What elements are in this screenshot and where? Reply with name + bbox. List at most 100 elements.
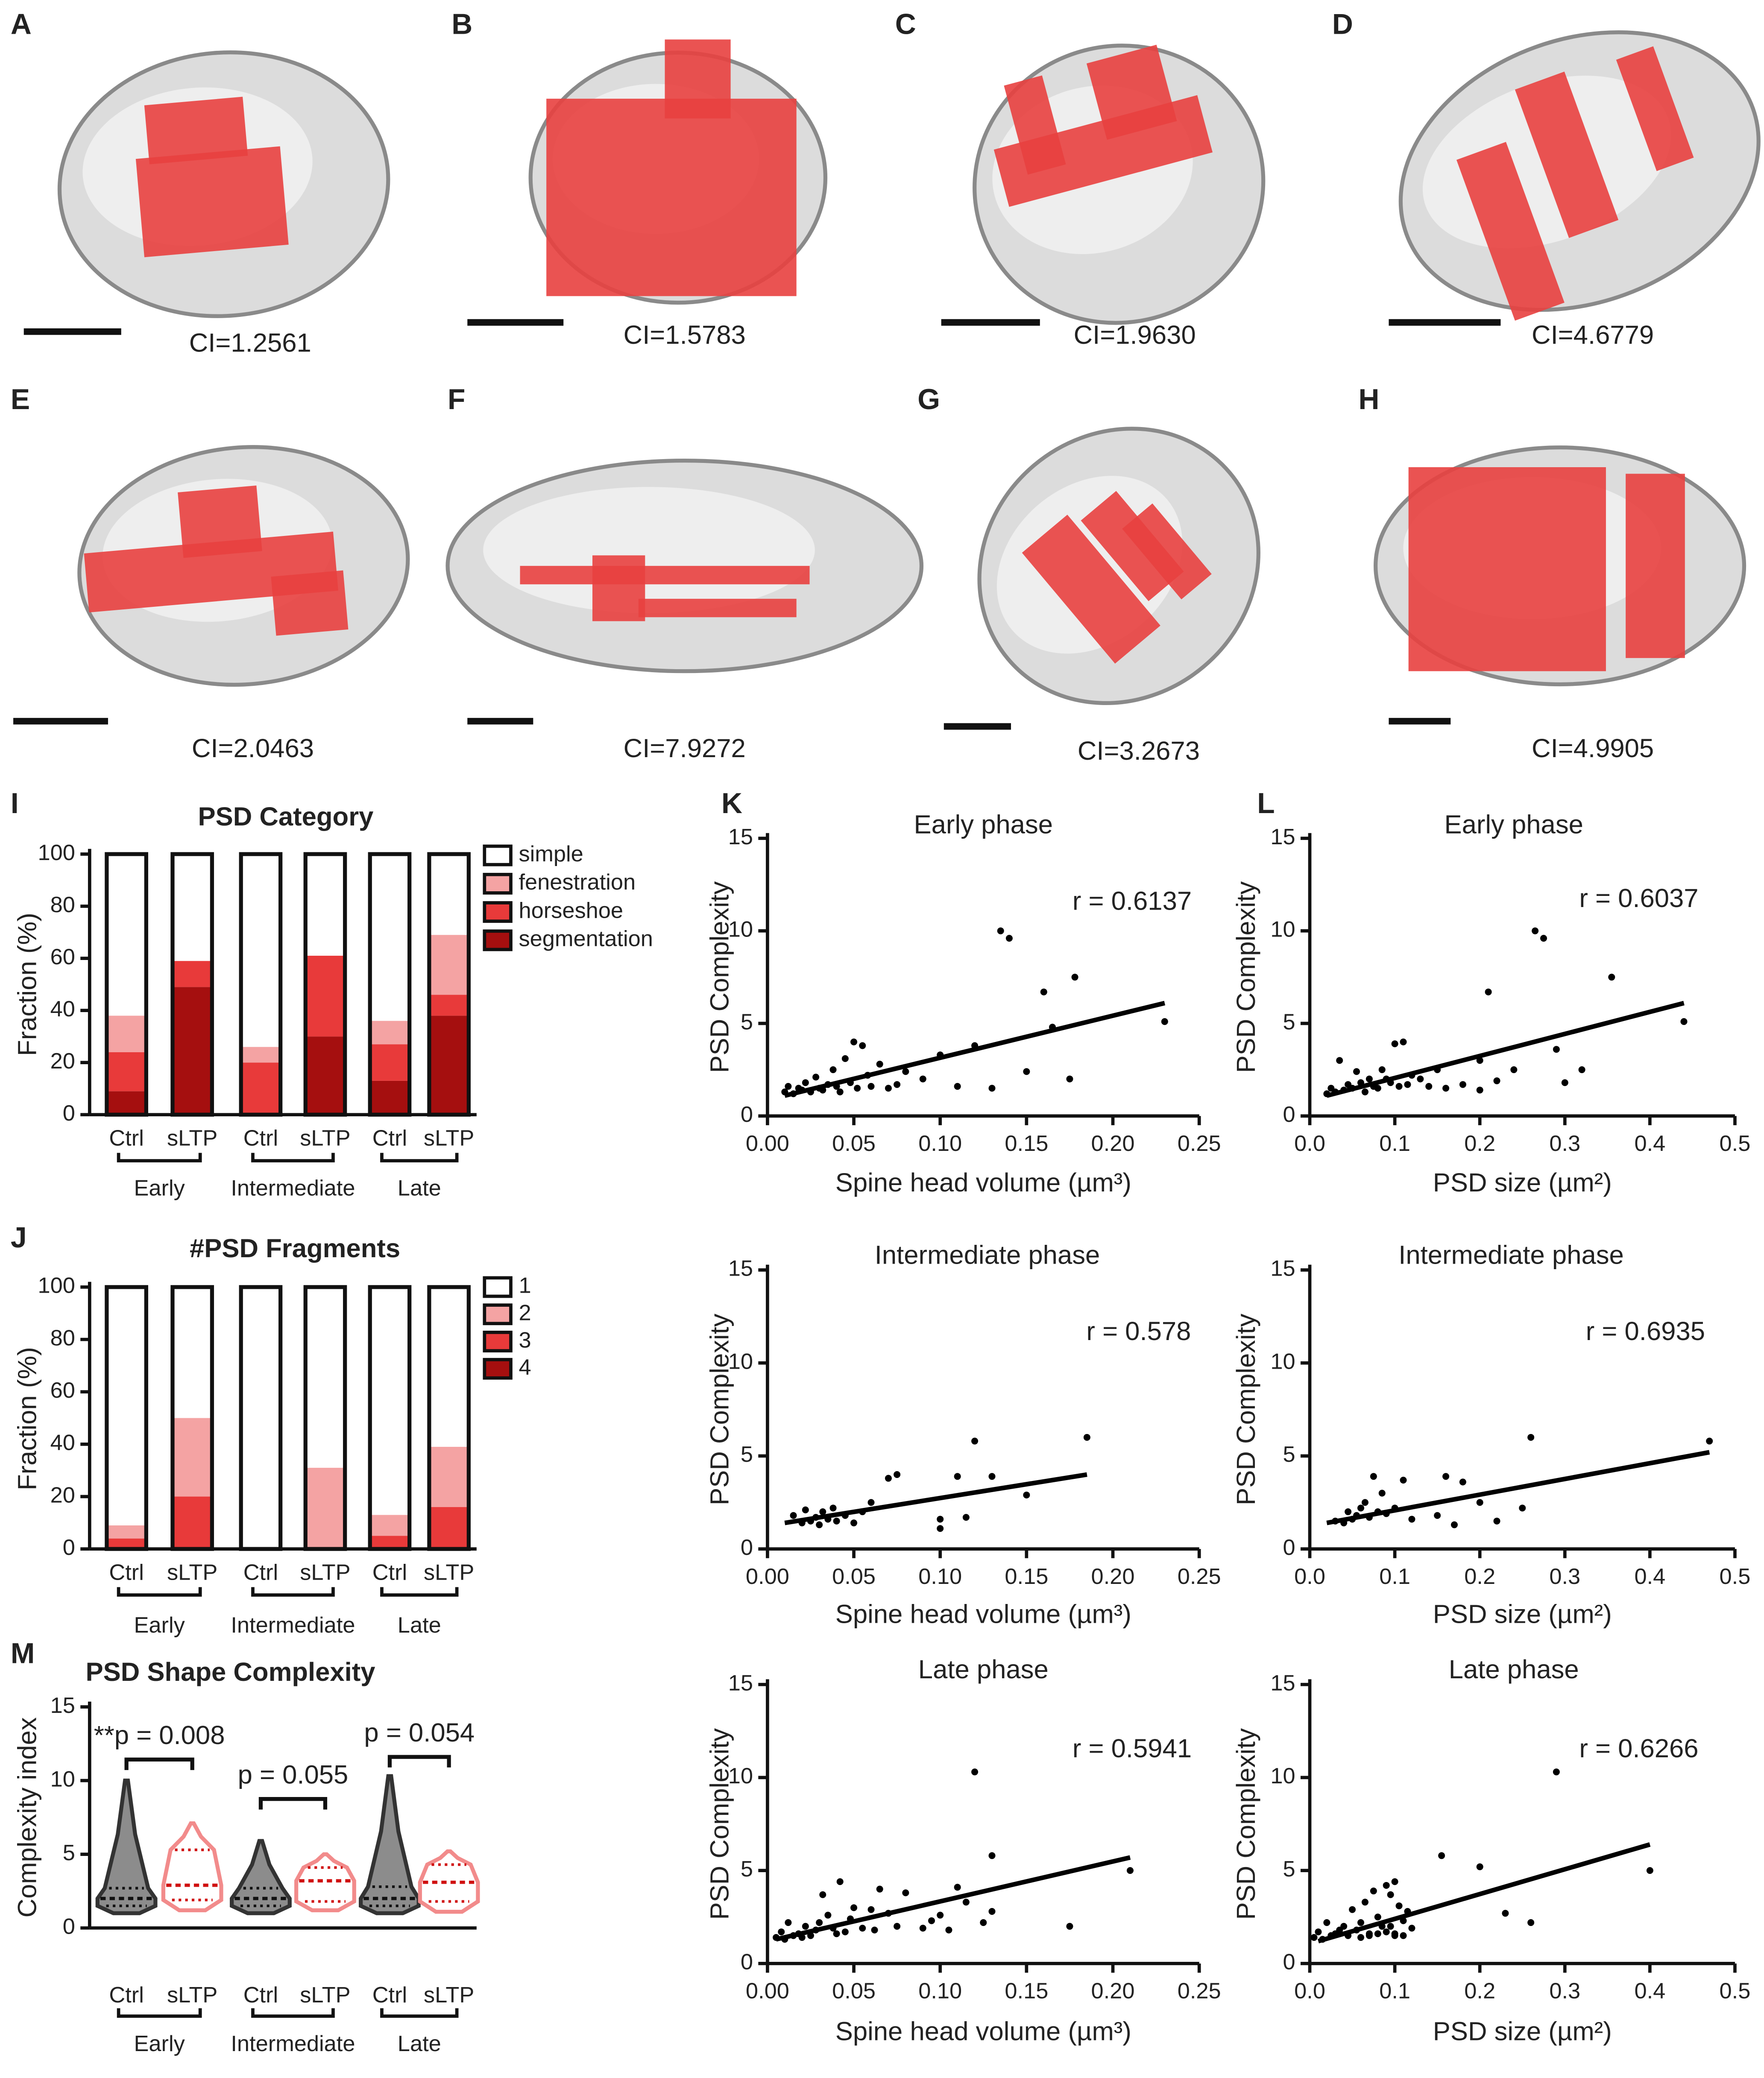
y-tick-label: 100: [38, 840, 75, 865]
y-tick-label: 20: [50, 1049, 75, 1074]
y-tick-label: 0: [741, 1950, 753, 1975]
psd-patch: [135, 146, 289, 258]
data-point: [1023, 1491, 1030, 1499]
data-point: [1374, 1085, 1381, 1092]
data-point: [1493, 1077, 1500, 1084]
group-label: Late: [398, 1176, 441, 1201]
data-point: [1400, 1932, 1407, 1939]
x-axis-label: PSD size (µm²): [1433, 2017, 1612, 2046]
x-tick-label: sLTP: [424, 1983, 474, 2008]
data-point: [859, 1925, 866, 1932]
x-tick-label: 0.05: [832, 1564, 876, 1589]
data-point: [1510, 1066, 1518, 1073]
y-tick-label: 10: [728, 1349, 753, 1374]
r-annotation: r = 0.578: [1086, 1317, 1191, 1346]
x-axis-label: PSD size (µm²): [1433, 1168, 1612, 1197]
data-point: [971, 1437, 979, 1445]
sig-bracket: [124, 1757, 194, 1770]
x-tick-label: 0.2: [1464, 1564, 1495, 1589]
y-tick-label: 10: [1270, 917, 1295, 942]
data-point: [1383, 1928, 1390, 1935]
data-point: [1391, 1878, 1398, 1885]
chart-title: Early phase: [1444, 810, 1583, 840]
y-tick-label: 10: [728, 917, 753, 942]
ci-caption: CI=1.5783: [624, 320, 746, 350]
data-point: [867, 1906, 875, 1913]
y-tick-label: 5: [63, 1841, 75, 1865]
legend-label: fenestration: [519, 870, 636, 895]
data-point: [824, 1911, 832, 1919]
psd-patch: [520, 566, 810, 585]
data-point: [1383, 1882, 1390, 1889]
x-tick-label: 0.00: [746, 1564, 789, 1589]
y-axis-label: PSD Complexity: [705, 881, 734, 1073]
x-tick-label: Ctrl: [243, 1983, 278, 2008]
bar-segment: [429, 854, 469, 935]
fit-line: [1326, 1001, 1685, 1098]
ci-caption: CI=1.9630: [1074, 320, 1196, 350]
x-tick-label: 0.2: [1464, 1979, 1495, 2004]
data-point: [997, 927, 1004, 934]
data-point: [850, 1904, 858, 1911]
data-point: [1340, 1923, 1348, 1930]
data-point: [1357, 1934, 1365, 1941]
data-point: [1417, 1075, 1424, 1083]
panel-label: E: [11, 383, 30, 416]
chart-title: Intermediate phase: [1398, 1240, 1624, 1270]
y-axis-label: PSD Complexity: [1231, 1728, 1261, 1920]
data-point: [1404, 1081, 1411, 1088]
data-point: [1323, 1919, 1330, 1926]
x-tick-label: 0.2: [1464, 1131, 1495, 1156]
data-point: [1378, 1490, 1386, 1497]
x-tick-label: sLTP: [167, 1560, 217, 1585]
data-point: [785, 1919, 792, 1926]
bar-segment: [241, 1062, 281, 1115]
bar-segment: [429, 1507, 469, 1549]
x-axis-label: Spine head volume (µm³): [835, 2017, 1131, 2046]
y-tick-label: 60: [50, 1378, 75, 1403]
data-point: [1485, 988, 1492, 995]
chart-title: #PSD Fragments: [190, 1234, 400, 1263]
y-tick-label: 5: [741, 1010, 753, 1034]
psd-patch: [1616, 46, 1694, 171]
bar-segment: [172, 854, 212, 961]
group-bracket: [117, 1153, 202, 1162]
data-point: [1040, 988, 1047, 995]
data-point: [971, 1768, 979, 1776]
y-tick-label: 0: [63, 1101, 75, 1126]
x-tick-label: sLTP: [300, 1983, 350, 2008]
data-point: [1378, 1066, 1386, 1073]
bar-segment: [429, 935, 469, 995]
data-point: [802, 1506, 809, 1513]
bar-segment: [305, 1468, 345, 1549]
data-point: [1425, 1083, 1433, 1090]
data-point: [1071, 974, 1078, 981]
panel-label: H: [1359, 383, 1380, 416]
bar-segment: [370, 1536, 410, 1549]
data-point: [1336, 1057, 1343, 1064]
chart-title: Late phase: [1449, 1655, 1579, 1684]
chart-title: Late phase: [918, 1655, 1049, 1684]
psd-patch: [1626, 474, 1685, 658]
data-point: [1476, 1863, 1483, 1870]
data-point: [819, 1891, 826, 1898]
data-point: [1361, 1499, 1368, 1506]
y-tick-label: 0: [63, 1914, 75, 1939]
x-tick-label: 0.0: [1294, 1564, 1325, 1589]
data-point: [988, 1852, 996, 1859]
data-point: [937, 1525, 944, 1532]
panel-label: A: [11, 9, 32, 41]
x-tick-label: 0.20: [1091, 1979, 1135, 2004]
data-point: [876, 1060, 883, 1068]
data-point: [988, 1473, 996, 1480]
group-bracket: [251, 1587, 335, 1597]
data-point: [937, 1516, 944, 1523]
data-point: [1400, 1476, 1407, 1484]
chart-title: Early phase: [914, 810, 1053, 840]
psd-patch: [665, 39, 731, 119]
data-point: [1408, 1516, 1415, 1523]
x-tick-label: Ctrl: [109, 1126, 144, 1151]
x-tick-label: 0.4: [1634, 1979, 1665, 2004]
data-point: [1706, 1437, 1713, 1445]
